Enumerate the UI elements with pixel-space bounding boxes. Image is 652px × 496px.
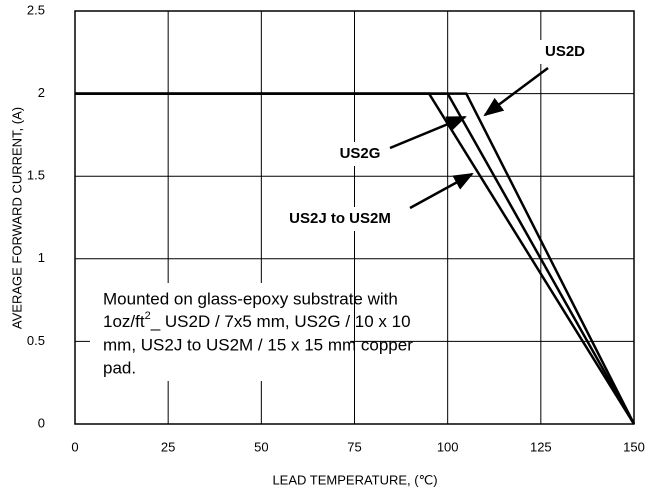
y-tick-label: 0 [38, 415, 45, 430]
y-axis-label: AVERAGE FORWARD CURRENT, (A) [9, 107, 24, 329]
y-tick-label: 2.5 [27, 2, 45, 17]
label-box [333, 142, 387, 166]
x-tick-label: 100 [437, 439, 459, 454]
arrow [409, 172, 474, 210]
annotation: mm, US2J to US2M / 15 x 15 mm copper [103, 335, 413, 354]
series-label: US2G [340, 145, 381, 162]
x-tick-label: 50 [254, 439, 268, 454]
annotation: pad. [103, 358, 136, 377]
series-line [75, 92, 636, 425]
annotation: Mounted on glass-epoxy substrate with [103, 289, 398, 308]
x-tick-label: 150 [623, 439, 645, 454]
x-tick-label: 25 [161, 439, 175, 454]
annotation-box [90, 283, 350, 381]
lines [75, 92, 636, 425]
annotation: 2 [145, 310, 151, 322]
x-axis-label: LEAD TEMPERATURE, (℃) [272, 472, 437, 487]
plot-frame [74, 10, 635, 425]
y-tick-label: 1.5 [27, 168, 45, 183]
label-box [538, 40, 592, 64]
series-label: US2D [545, 43, 585, 60]
arrow [389, 115, 467, 150]
annotation: 1oz/ft [103, 312, 145, 331]
x-tick-label: 125 [530, 439, 552, 454]
series-label: US2J to US2M [289, 210, 391, 227]
annotation: 1oz/ft2_ US2D / 7x5 mm, US2G / 10 x 10 [103, 310, 411, 332]
y-tick-label: 0.5 [27, 333, 45, 348]
x-tick-label: 75 [347, 439, 361, 454]
label-box [272, 207, 408, 231]
annotation: _ US2D / 7x5 mm, US2G / 10 x 10 [150, 312, 411, 331]
x-tick-label: 0 [71, 439, 78, 454]
arrow [483, 66, 549, 117]
y-tick-label: 2 [38, 85, 45, 100]
y-tick-label: 1 [38, 250, 45, 265]
